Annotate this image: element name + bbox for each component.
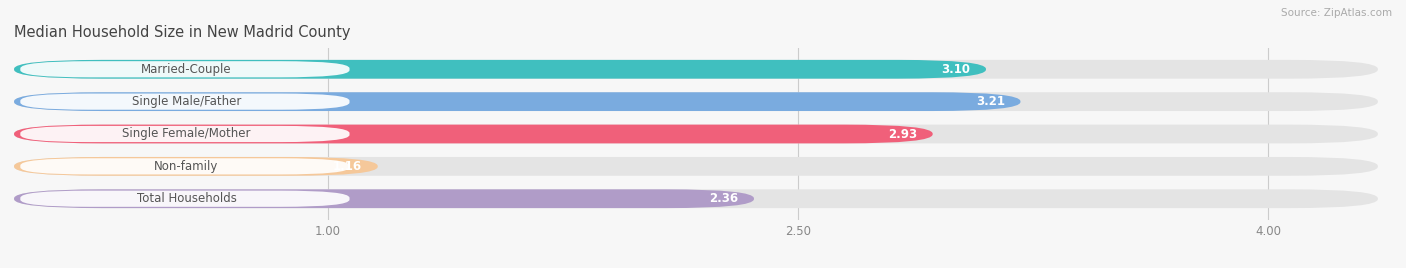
FancyBboxPatch shape (14, 157, 1378, 176)
FancyBboxPatch shape (20, 126, 350, 142)
FancyBboxPatch shape (14, 92, 1021, 111)
FancyBboxPatch shape (14, 189, 1378, 208)
Text: Source: ZipAtlas.com: Source: ZipAtlas.com (1281, 8, 1392, 18)
Text: 2.36: 2.36 (709, 192, 738, 205)
Text: 3.10: 3.10 (941, 63, 970, 76)
FancyBboxPatch shape (20, 158, 350, 174)
FancyBboxPatch shape (14, 60, 986, 79)
FancyBboxPatch shape (14, 92, 1378, 111)
Text: Total Households: Total Households (136, 192, 236, 205)
FancyBboxPatch shape (20, 94, 350, 110)
FancyBboxPatch shape (14, 60, 1378, 79)
Text: Married-Couple: Married-Couple (141, 63, 232, 76)
Text: 2.93: 2.93 (887, 128, 917, 140)
FancyBboxPatch shape (20, 191, 350, 207)
FancyBboxPatch shape (14, 125, 932, 143)
Text: Single Male/Father: Single Male/Father (132, 95, 242, 108)
Text: 1.16: 1.16 (333, 160, 363, 173)
Text: Single Female/Mother: Single Female/Mother (122, 128, 250, 140)
Text: Median Household Size in New Madrid County: Median Household Size in New Madrid Coun… (14, 25, 350, 40)
FancyBboxPatch shape (14, 189, 754, 208)
FancyBboxPatch shape (14, 157, 378, 176)
FancyBboxPatch shape (20, 61, 350, 77)
Text: Non-family: Non-family (155, 160, 219, 173)
FancyBboxPatch shape (14, 125, 1378, 143)
Text: 3.21: 3.21 (976, 95, 1005, 108)
